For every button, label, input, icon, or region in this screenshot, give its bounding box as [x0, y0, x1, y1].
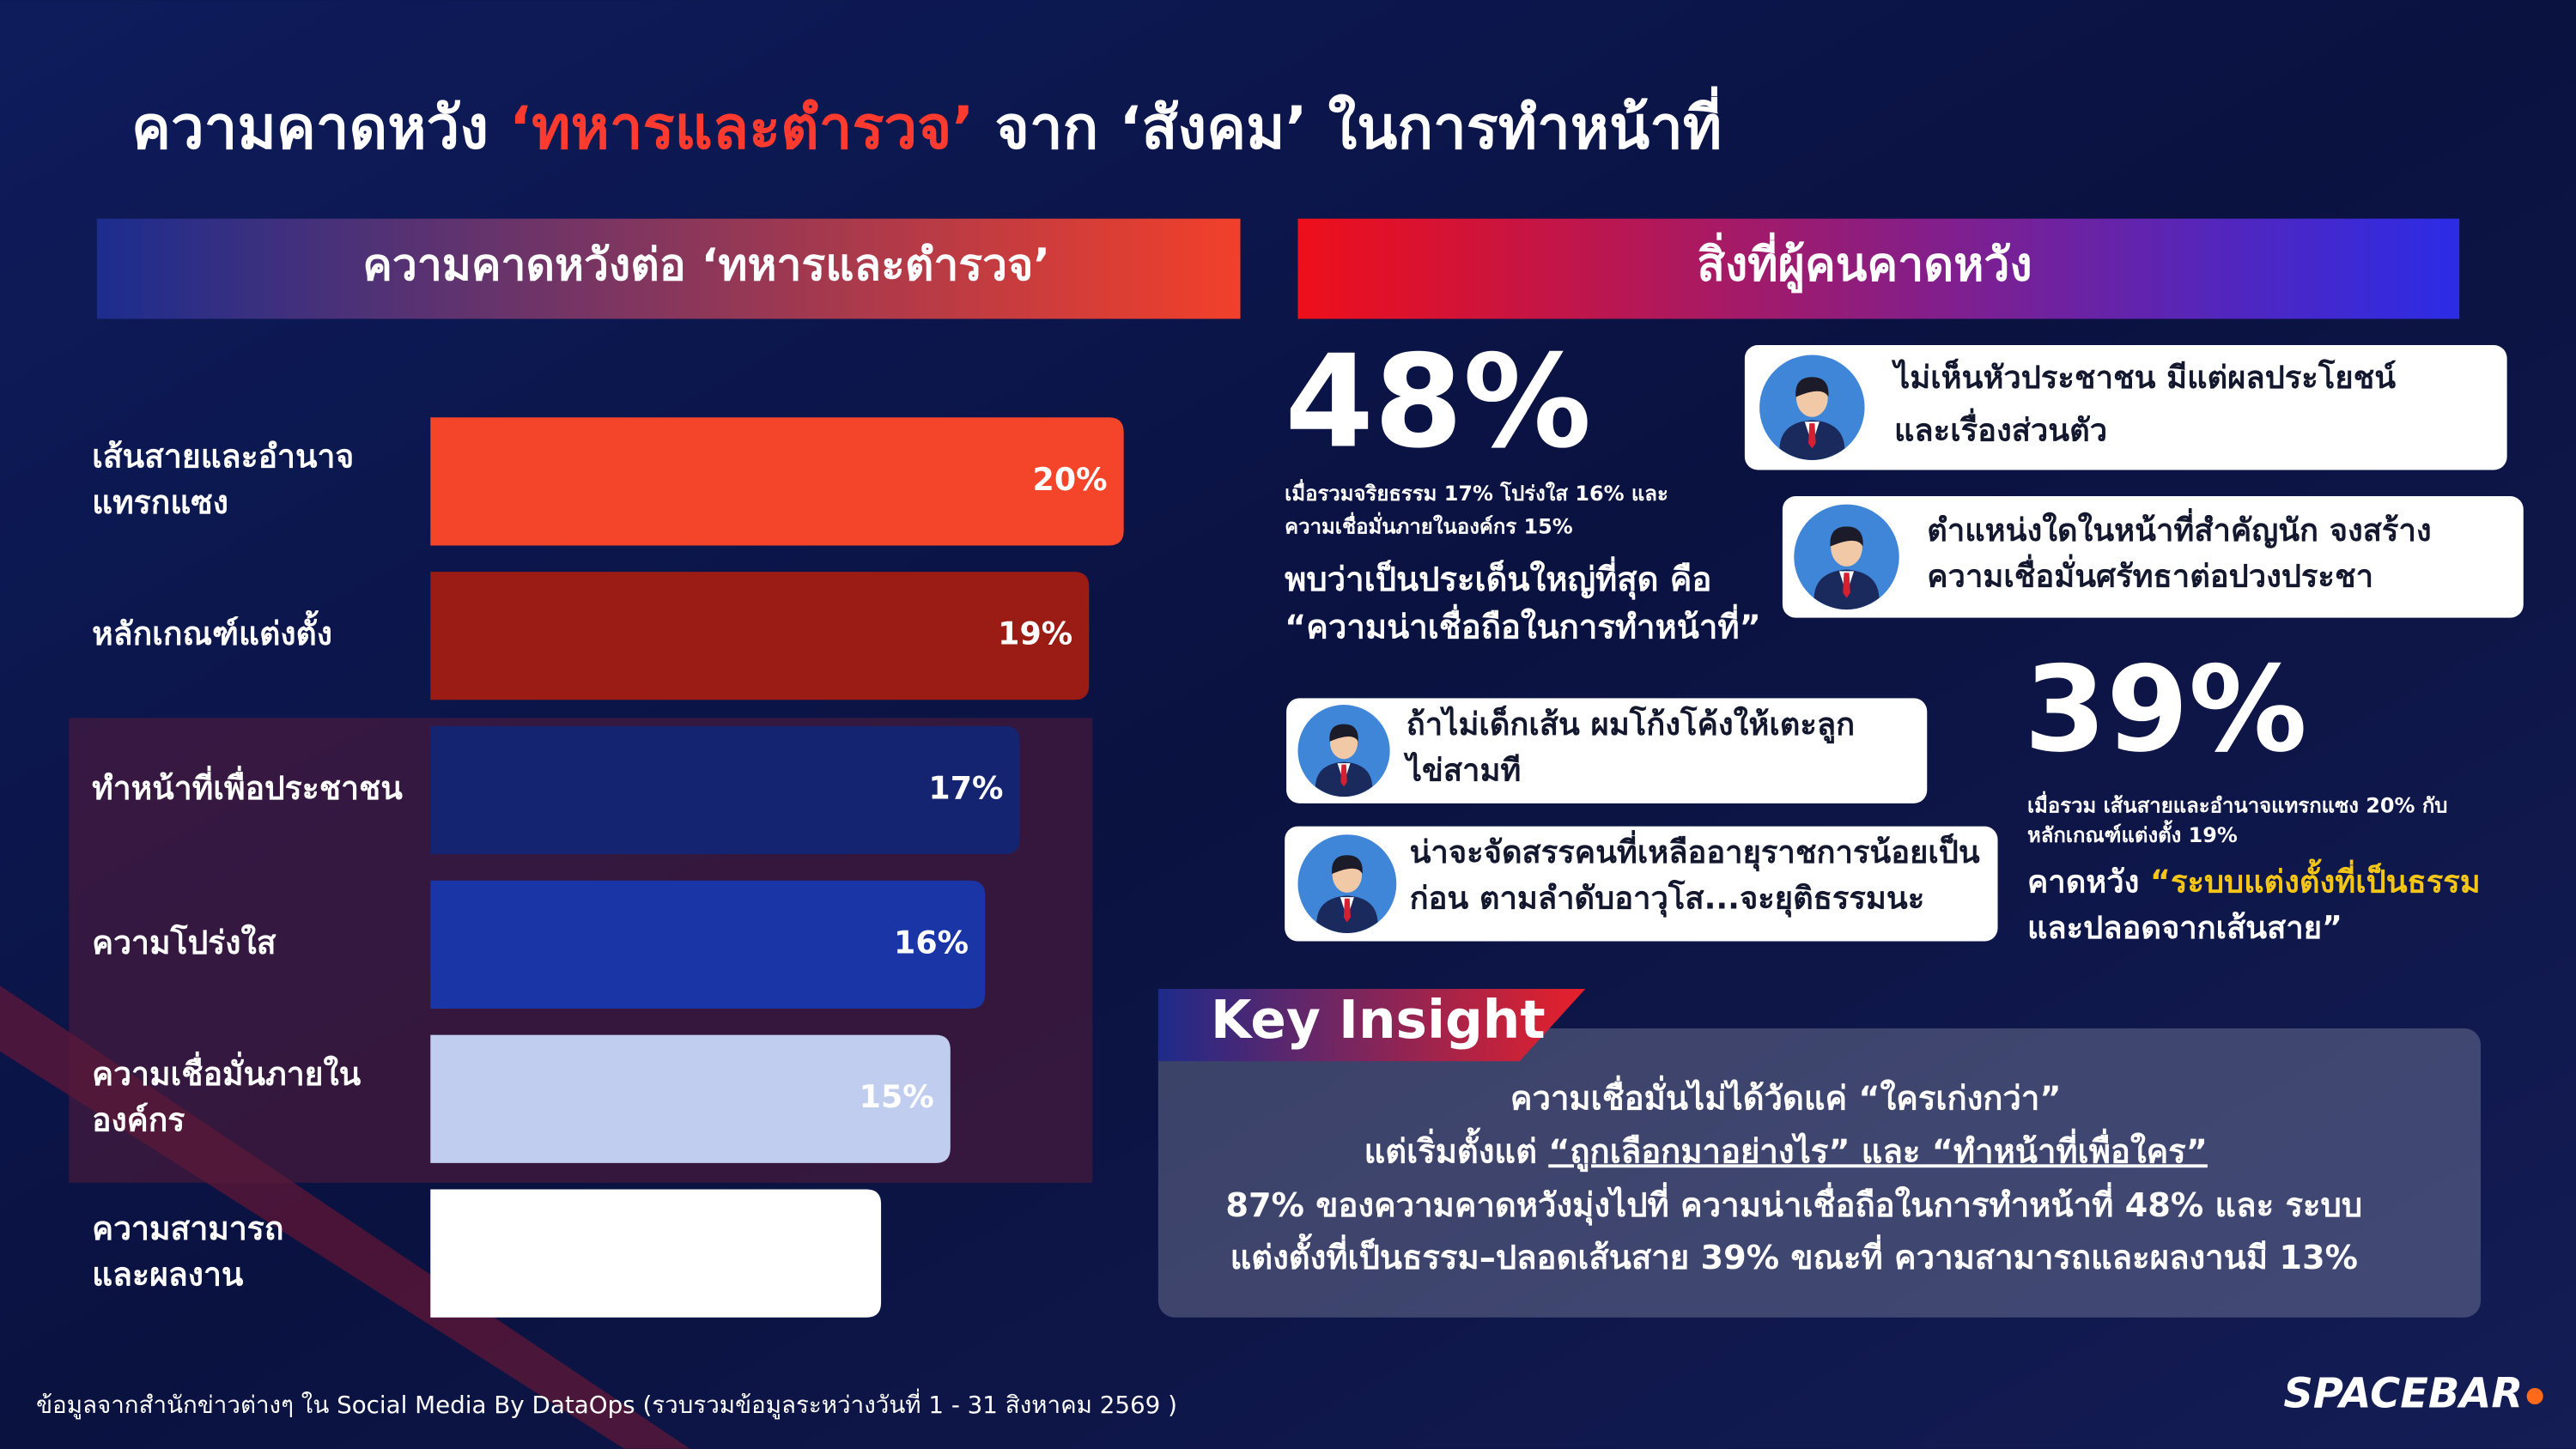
stat-note: ความเชื่อมั่นภายในองค์กร 15%	[1285, 512, 1573, 538]
avatar	[1297, 705, 1390, 797]
bar	[430, 880, 986, 1009]
insight-title: Key Insight	[1211, 990, 1546, 1051]
category-label: และผลงาน	[92, 1255, 244, 1293]
avatar	[1759, 355, 1865, 460]
category-label: ความเชื่อมั่นภายใน	[92, 1052, 361, 1093]
quote-line: ถ้าไม่เด็กเส้น ผมโก้งโค้งให้เตะลูก	[1406, 705, 1855, 744]
quote-box	[1286, 698, 1928, 803]
category-label: องค์กร	[92, 1101, 185, 1139]
quote-line: ก่อน ตามลำดับอาวุโส...จะยุติธรรมนะ	[1410, 880, 1925, 919]
bar	[430, 417, 1124, 546]
quote-line: ตำแหน่งใดในหน้าที่สำคัญนัก จงสร้าง	[1927, 508, 2431, 549]
avatar	[1297, 834, 1397, 933]
bar	[430, 572, 1090, 700]
stat-highlight: และปลอดจากเส้นสาย”	[2027, 909, 2342, 946]
source-note: ข้อมูลจากสำนักข่าวต่างๆ ใน Social Media …	[36, 1388, 1177, 1420]
title-part: จาก ‘สังคม’ ในการทำหน้าที่	[975, 85, 1722, 162]
quote-box	[1285, 826, 1998, 942]
right-title: สิ่งที่ผู้คนคาดหวัง	[1697, 233, 2032, 294]
bar-chart: เส้นสายและอำนาจแทรกแซง 20% หลักเกณฑ์แต่งตั…	[92, 417, 1124, 1318]
insight-panel	[1157, 1028, 2482, 1318]
quote-line: ไม่เห็นหัวประชาชน มีแต่ผลประโยชน์	[1891, 358, 2397, 396]
page-title: ความคาดหวัง ‘ทหารและตำรวจ’ จาก ‘สังคม’ ใ…	[131, 85, 1722, 162]
quote-line: และเรื่องส่วนตัว	[1894, 408, 2107, 448]
quote-box	[1744, 345, 2507, 470]
stat-highlight: “ระบบแต่งตั้งที่เป็นธรรม	[2150, 859, 2481, 900]
right-header	[1297, 218, 2460, 319]
quote-line: ไข่สามที	[1403, 751, 1522, 788]
quote-line: น่าจะจัดสรรคนที่เหลืออายุราชการน้อยเป็น	[1410, 830, 1980, 872]
category-label: เส้นสายและอำนาจ	[92, 438, 354, 476]
insight-line: แต่เริ่มตั้งแต่ “ถูกเลือกมาอย่างไร” และ …	[1364, 1127, 2208, 1172]
category-label: ทำหน้าที่เพื่อประชาชน	[92, 766, 403, 807]
chart-header	[96, 218, 1241, 319]
insight-line: ความเชื่อมั่นไม่ได้วัดแค่ “ใครเก่งกว่า”	[1510, 1076, 2062, 1119]
avatar	[1794, 504, 1899, 610]
value-label: 15%	[860, 1078, 934, 1115]
title-part: ความคาดหวัง	[131, 94, 509, 162]
brand: SPACEBAR	[2283, 1371, 2523, 1418]
stat-finding-line: คาดหวัง “ระบบแต่งตั้งที่เป็นธรรม	[2027, 859, 2481, 900]
value-label: 20%	[1033, 461, 1108, 498]
category-label: ความสามารถ	[92, 1210, 283, 1247]
quote-line: ความเชื่อมั่นศรัทธาต่อปวงประชา	[1927, 555, 2373, 595]
stat-note: เมื่อรวมจริยธรรม 17% โปร่งใส 16% และ	[1285, 479, 1668, 506]
value-label: 13%	[790, 1233, 865, 1270]
bar	[430, 1189, 882, 1318]
title-highlight: ‘ทหารและตำรวจ’	[509, 94, 975, 162]
value-label: 19%	[998, 615, 1072, 652]
category-label: หลักเกณฑ์แต่งตั้ง	[92, 610, 332, 652]
insight-underlined: “ถูกเลือกมาอย่างไร” และ “ทำหน้าที่เพื่อใ…	[1548, 1128, 2208, 1172]
stat-finding: คาดหวัง	[2027, 864, 2150, 900]
insight-part: แต่เริ่มตั้งแต่	[1364, 1127, 1549, 1171]
quote-box	[1782, 496, 2524, 618]
category-label: ความโปร่งใส	[92, 924, 276, 961]
stat-highlight: “ความน่าเชื่อถือในการทำหน้าที่”	[1285, 604, 1761, 647]
stat-finding: พบว่าเป็นประเด็นใหญ่ที่สุด คือ	[1285, 556, 1711, 600]
insight-line: 87% ของความคาดหวังมุ่งไปที่ ความน่าเชื่อ…	[1225, 1182, 2362, 1226]
value-label: 17%	[928, 770, 1003, 807]
insight-tab	[1157, 989, 1586, 1062]
stat-value: 48%	[1285, 328, 1591, 477]
brand-dot	[2526, 1387, 2543, 1405]
stat-note: เมื่อรวม เส้นสายและอำนาจแทรกแซง 20% กับ	[2027, 791, 2448, 818]
bar	[430, 725, 1020, 855]
insight-line: แต่งตั้งที่เป็นธรรม–ปลอดเส้นสาย 39% ขณะท…	[1230, 1234, 2358, 1277]
value-label: 16%	[894, 924, 969, 961]
bar	[430, 1034, 951, 1163]
chart-title: ความคาดหวังต่อ ‘ทหารและตำรวจ’	[362, 239, 1050, 291]
stat-value: 39%	[2024, 641, 2307, 779]
stat-note: หลักเกณฑ์แต่งตั้ง 19%	[2027, 820, 2238, 847]
category-label: แทรกแซง	[92, 483, 228, 521]
